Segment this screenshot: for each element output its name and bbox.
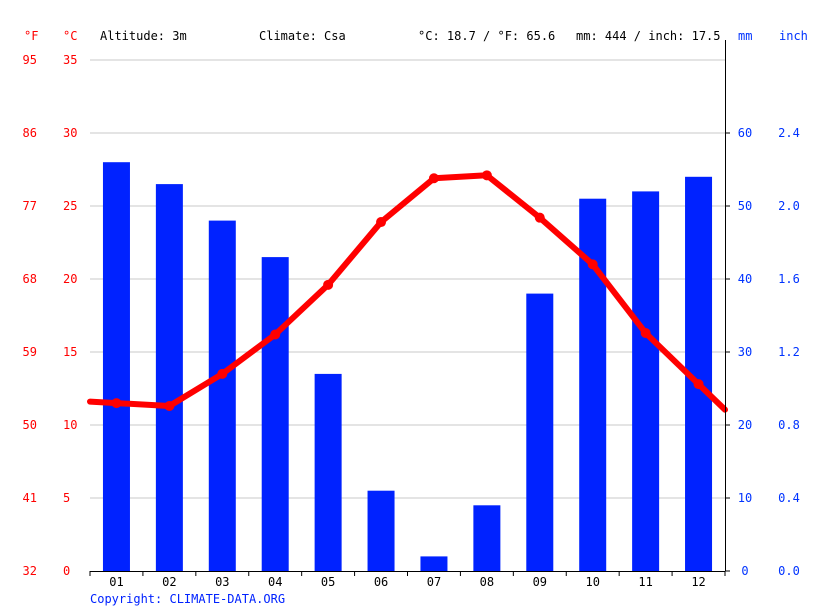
- celsius-tick-label: 10: [63, 418, 77, 432]
- precipitation-total-label: mm: 444 / inch: 17.5: [576, 29, 721, 43]
- temperature-line-path: [87, 172, 728, 413]
- month-tick-label: 07: [427, 575, 441, 589]
- celsius-tick-label: 15: [63, 345, 77, 359]
- fahrenheit-tick-label: 95: [23, 53, 37, 67]
- precipitation-bar: [526, 293, 554, 571]
- month-tick-label: 02: [162, 575, 176, 589]
- inch-tick-label: 2.4: [778, 126, 800, 140]
- mm-tick-label: 30: [738, 345, 752, 359]
- temperature-point: [217, 368, 228, 379]
- precipitation-bar: [155, 184, 183, 571]
- temperature-point: [323, 279, 334, 290]
- mm-tick-label: 0: [741, 564, 748, 578]
- celsius-tick-label: 35: [63, 53, 77, 67]
- month-tick-label: 04: [268, 575, 282, 589]
- fahrenheit-tick-label: 32: [23, 564, 37, 578]
- mm-tick-label: 50: [738, 199, 752, 213]
- fahrenheit-tick-label: 77: [23, 199, 37, 213]
- precipitation-bar: [367, 490, 395, 571]
- fahrenheit-unit-label: °F: [24, 29, 38, 43]
- copyright-link[interactable]: Copyright: CLIMATE-DATA.ORG: [90, 592, 285, 606]
- celsius-unit-label: °C: [63, 29, 77, 43]
- temperature-point: [164, 401, 175, 412]
- celsius-tick-label: 20: [63, 272, 77, 286]
- month-tick-label: 11: [638, 575, 652, 589]
- temperature-point: [481, 170, 492, 181]
- month-tick-label: 09: [533, 575, 547, 589]
- inch-tick-label: 0.0: [778, 564, 800, 578]
- fahrenheit-tick-label: 68: [23, 272, 37, 286]
- precipitation-bar: [420, 556, 448, 571]
- climate-label: Climate: Csa: [259, 29, 346, 43]
- inch-tick-label: 1.6: [778, 272, 800, 286]
- precipitation-bar: [314, 373, 342, 571]
- temperature-point: [693, 379, 704, 390]
- mm-unit-label: mm: [738, 29, 752, 43]
- temperature-line: [87, 170, 728, 413]
- temperature-point: [587, 259, 598, 270]
- mm-tick-label: 60: [738, 126, 752, 140]
- mm-tick-label: 10: [738, 491, 752, 505]
- precipitation-bar: [261, 257, 289, 571]
- fahrenheit-tick-label: 59: [23, 345, 37, 359]
- inch-tick-label: 0.4: [778, 491, 800, 505]
- temperature-point: [534, 212, 545, 223]
- mm-tick-label: 40: [738, 272, 752, 286]
- month-tick-label: 06: [374, 575, 388, 589]
- month-tick-label: 03: [215, 575, 229, 589]
- month-tick-label: 01: [109, 575, 123, 589]
- precipitation-bar: [473, 505, 501, 571]
- temperature-point: [640, 328, 651, 339]
- fahrenheit-tick-label: 50: [23, 418, 37, 432]
- celsius-tick-label: 5: [63, 491, 70, 505]
- inch-tick-label: 1.2: [778, 345, 800, 359]
- month-tick-label: 05: [321, 575, 335, 589]
- month-tick-label: 12: [691, 575, 705, 589]
- celsius-tick-label: 30: [63, 126, 77, 140]
- altitude-label: Altitude: 3m: [100, 29, 187, 43]
- tick-labels: 01 02 03 04 05 06 07 08 09 10 11 12 32 0 41 5 50 10 59 15 68…: [23, 53, 800, 589]
- inch-unit-label: inch: [779, 29, 808, 43]
- precipitation-bar: [208, 220, 236, 571]
- temperature-point: [428, 173, 439, 184]
- precipitation-bar: [102, 162, 130, 571]
- temperature-point: [376, 217, 387, 228]
- precipitation-bar: [632, 191, 660, 571]
- celsius-tick-label: 25: [63, 199, 77, 213]
- temperature-point: [270, 329, 281, 340]
- grid-lines: [90, 59, 725, 499]
- fahrenheit-tick-label: 86: [23, 126, 37, 140]
- fahrenheit-tick-label: 41: [23, 491, 37, 505]
- temperature-point: [111, 398, 122, 409]
- celsius-tick-label: 0: [63, 564, 70, 578]
- mm-tick-label: 20: [738, 418, 752, 432]
- inch-tick-label: 2.0: [778, 199, 800, 213]
- month-tick-label: 10: [585, 575, 599, 589]
- inch-tick-label: 0.8: [778, 418, 800, 432]
- precipitation-bars: [102, 162, 713, 572]
- temperature-average-label: °C: 18.7 / °F: 65.6: [418, 29, 555, 43]
- month-tick-label: 08: [480, 575, 494, 589]
- axes: [89, 40, 730, 576]
